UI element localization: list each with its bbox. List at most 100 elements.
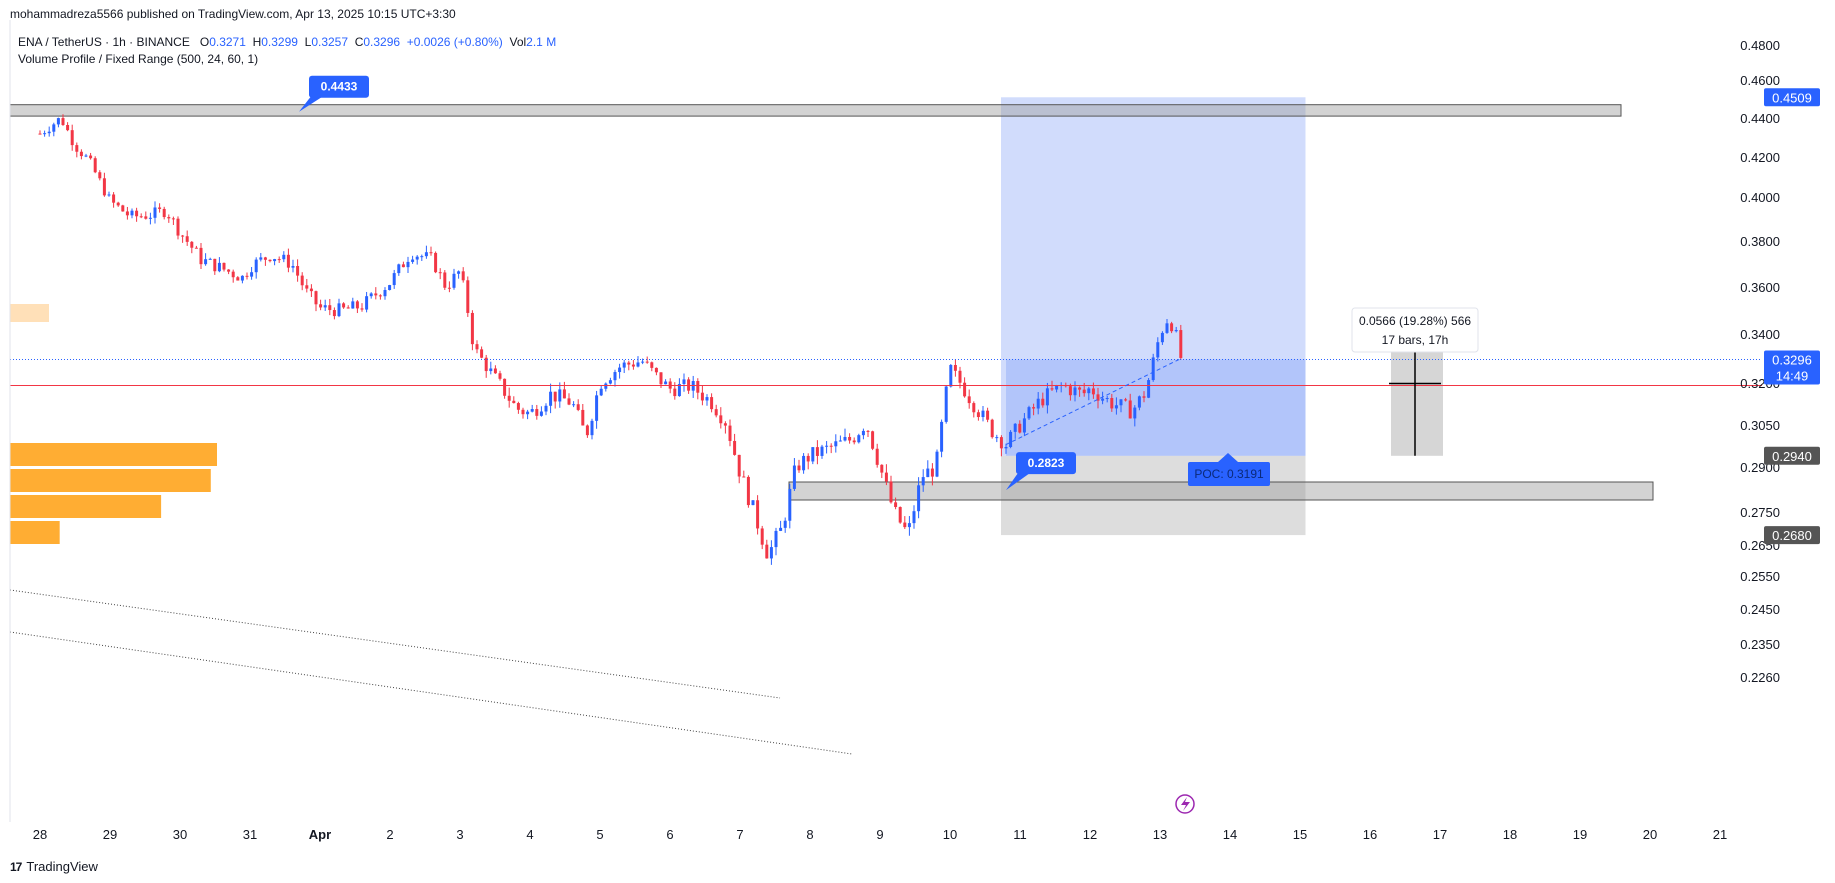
candle-body — [365, 296, 369, 310]
candle-body — [912, 511, 916, 524]
price-badge — [1764, 88, 1820, 107]
x-tick-label: 28 — [33, 827, 47, 842]
candle-body — [107, 194, 111, 196]
candle-body — [480, 349, 484, 358]
candle-body — [1018, 423, 1022, 433]
candle-body — [52, 124, 56, 132]
x-tick-label: 6 — [666, 827, 673, 842]
measure-tooltip-line1: 0.0566 (19.28%) 566 — [1359, 314, 1471, 328]
candle-body — [227, 269, 231, 272]
candle-body — [733, 440, 737, 455]
candle-body — [572, 404, 576, 406]
trend-line-upper — [9, 589, 781, 699]
symbol-name[interactable]: ENA / TetherUS · 1h · BINANCE — [18, 35, 190, 49]
sr-zone — [9, 104, 1622, 117]
close-label: C — [354, 35, 364, 49]
candle-body — [250, 272, 254, 277]
label-0-2823-box — [1016, 452, 1076, 475]
volume-profile-bar — [10, 521, 60, 544]
candle-body — [714, 409, 718, 416]
candle-body — [1096, 394, 1100, 401]
candle-body — [797, 465, 801, 471]
high-label: H — [252, 35, 262, 49]
candle-body — [866, 430, 870, 432]
candle-body — [664, 381, 668, 385]
y-tick-label: 0.2350 — [1740, 637, 1780, 652]
candle-body — [213, 258, 217, 272]
y-tick-label: 0.2260 — [1740, 670, 1780, 685]
measure-tooltip-line2: 17 bars, 17h — [1382, 333, 1449, 347]
candle-body — [641, 361, 645, 363]
candle-body — [434, 252, 438, 273]
candle-body — [84, 155, 88, 157]
candle-body — [921, 477, 925, 486]
candle-body — [751, 500, 755, 506]
candle-body — [498, 373, 502, 379]
volume-profile-bar — [10, 443, 217, 466]
lightning-icon-glyph — [1181, 797, 1190, 811]
x-tick-label: 11 — [1013, 827, 1027, 842]
candle-body — [66, 124, 70, 131]
candle-body — [1087, 388, 1091, 394]
candle-body — [236, 277, 240, 281]
candle-body — [1041, 398, 1045, 406]
candle-body — [618, 367, 622, 373]
candle-body — [622, 362, 626, 368]
candle-body — [1027, 407, 1031, 419]
candle-body — [231, 271, 235, 278]
candle-body — [650, 362, 654, 368]
candle-body — [61, 118, 65, 125]
candle-body — [820, 446, 824, 456]
candle-body — [567, 398, 571, 405]
candle-body — [194, 247, 198, 249]
candle-body — [254, 259, 258, 273]
candle-body — [963, 382, 967, 397]
candle-body — [700, 392, 704, 401]
candle-body — [1009, 431, 1013, 448]
label-0-4433-pointer — [299, 93, 327, 112]
y-tick-label: 0.3400 — [1740, 327, 1780, 342]
candle-body — [940, 421, 944, 452]
candle-body — [746, 476, 750, 506]
candle-body — [383, 290, 387, 297]
x-tick-label: 30 — [173, 827, 187, 842]
candle-body — [489, 368, 493, 372]
candle-body — [153, 207, 157, 218]
candle-body — [907, 523, 911, 528]
candle-body — [392, 273, 396, 286]
candle-body — [300, 275, 304, 286]
candle-body — [1142, 396, 1146, 398]
candle-body — [779, 527, 783, 531]
candle-body — [171, 218, 175, 220]
candle-body — [424, 252, 428, 257]
candle-body — [742, 476, 746, 478]
x-tick-label: 20 — [1643, 827, 1657, 842]
candle-body — [811, 447, 815, 462]
y-tick-label: 0.3800 — [1740, 234, 1780, 249]
candle-body — [1013, 423, 1017, 432]
x-tick-label: 5 — [596, 827, 603, 842]
candle-body — [144, 216, 148, 219]
candle-body — [199, 247, 203, 265]
candle-body — [1004, 447, 1008, 449]
candle-body — [135, 210, 139, 217]
candle-body — [121, 205, 125, 212]
candle-body — [871, 431, 875, 449]
candle-body — [1045, 388, 1049, 406]
candle-body — [1036, 398, 1040, 409]
volume-label: Vol — [509, 35, 527, 49]
candle-body — [268, 259, 272, 262]
candle-body — [190, 241, 194, 248]
candle-body — [1124, 399, 1128, 401]
price-badge-text: 0.2940 — [1772, 449, 1812, 464]
indicator-line[interactable]: Volume Profile / Fixed Range (500, 24, 6… — [18, 52, 259, 66]
candle-body — [181, 235, 185, 237]
candle-body — [1156, 342, 1160, 358]
y-tick-label: 0.4600 — [1740, 73, 1780, 88]
label-0-4433-text: 0.4433 — [321, 80, 358, 94]
candle-body — [457, 271, 461, 274]
candle-body — [217, 262, 221, 272]
candle-body — [852, 440, 856, 443]
candle-body — [222, 262, 226, 270]
